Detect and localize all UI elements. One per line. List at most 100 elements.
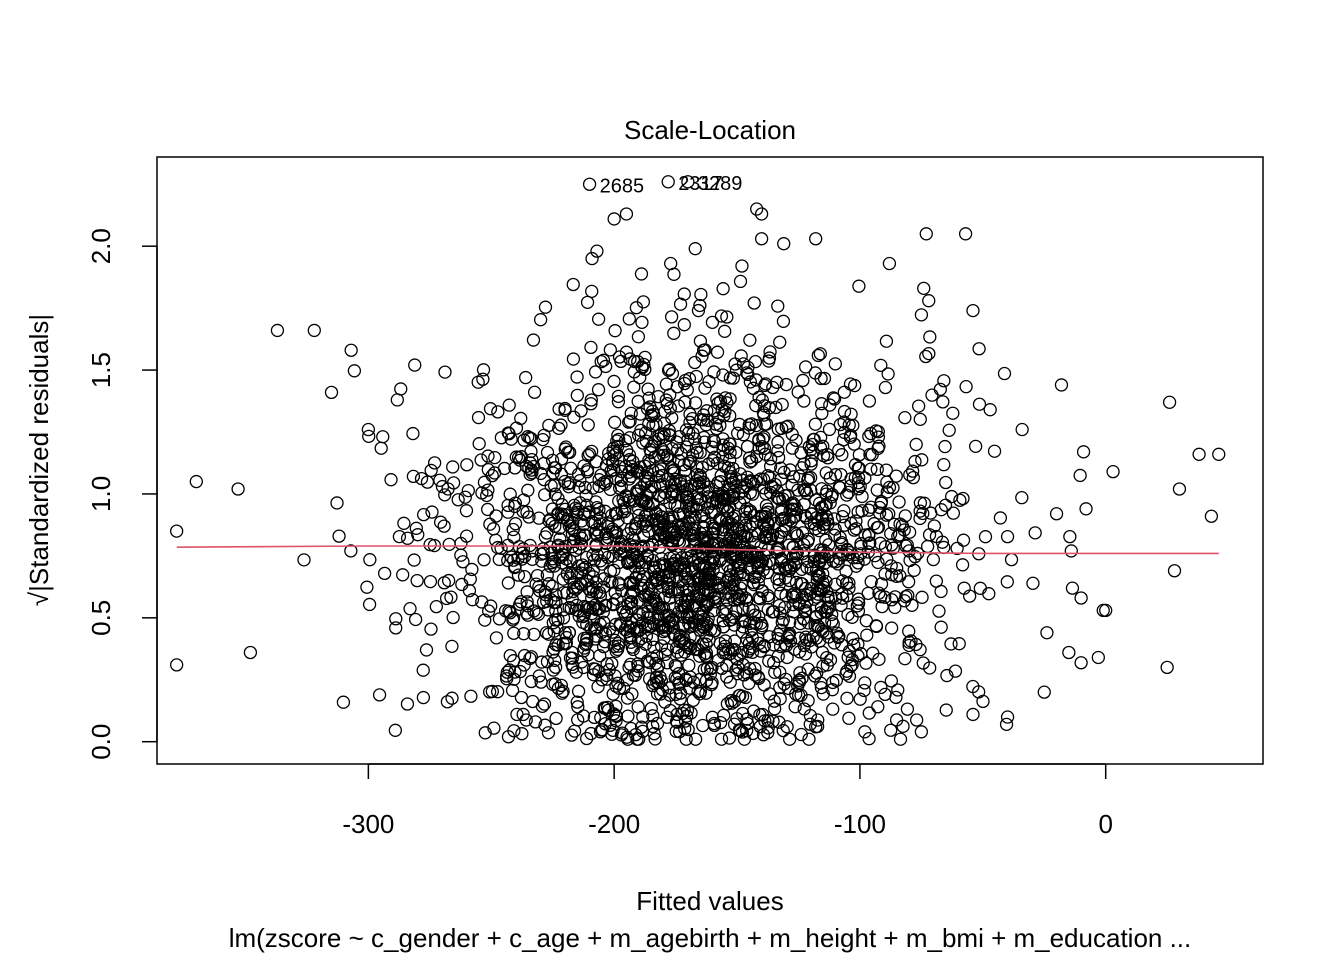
data-point [501, 730, 516, 744]
data-point [617, 496, 631, 510]
data-point [585, 515, 599, 529]
data-point [511, 602, 525, 616]
data-point [685, 411, 700, 426]
data-point [554, 678, 568, 693]
data-point [606, 723, 620, 737]
data-point [490, 685, 505, 699]
data-point [919, 227, 933, 241]
x-tick-label: -100 [834, 809, 886, 839]
data-point [743, 642, 757, 656]
data-point [1162, 395, 1177, 409]
data-point [519, 370, 533, 385]
data-point [674, 520, 689, 534]
data-point [723, 409, 737, 423]
data-point [771, 299, 785, 313]
data-point [683, 415, 697, 430]
data-point [749, 515, 763, 529]
data-point [634, 581, 648, 595]
data-point [423, 574, 438, 589]
data-point [631, 700, 645, 714]
data-point [645, 409, 659, 423]
data-point [762, 351, 777, 365]
data-point [913, 496, 928, 510]
data-point [678, 722, 692, 736]
data-point [743, 504, 758, 518]
data-point [761, 721, 775, 735]
data-point [747, 296, 761, 310]
data-point [879, 508, 894, 522]
data-point [822, 422, 837, 437]
data-point [835, 638, 849, 652]
data-point [578, 480, 592, 495]
data-point [680, 383, 694, 397]
data-point [562, 626, 576, 640]
data-point [797, 638, 811, 653]
data-point [601, 550, 615, 565]
data-point [628, 521, 642, 536]
data-point [819, 574, 833, 589]
data-point [669, 687, 683, 701]
data-point [929, 574, 943, 588]
data-point [561, 476, 575, 491]
data-point [564, 728, 579, 742]
data-point [755, 584, 770, 598]
data-point [702, 457, 716, 471]
data-point [850, 599, 864, 613]
data-point [693, 575, 708, 590]
data-point [684, 510, 698, 524]
data-point [772, 450, 786, 465]
data-point [437, 519, 451, 533]
data-point [679, 732, 693, 746]
data-point [804, 454, 818, 468]
data-point [565, 651, 579, 665]
data-point [465, 562, 479, 577]
data-point [773, 335, 787, 349]
data-point [681, 175, 695, 189]
data-point [554, 452, 569, 466]
data-point [610, 507, 624, 521]
data-point [903, 468, 917, 482]
data-point [606, 597, 620, 612]
data-point [642, 391, 656, 405]
data-point [959, 380, 973, 394]
data-point [809, 720, 823, 734]
data-point [590, 244, 604, 258]
data-point [732, 515, 746, 529]
data-point [602, 662, 616, 677]
data-point [663, 565, 677, 579]
data-point [478, 726, 492, 740]
data-point [721, 642, 736, 656]
data-point [777, 465, 791, 480]
chart-title: Scale-Location [624, 115, 796, 145]
data-point [775, 421, 789, 436]
data-point [673, 474, 688, 488]
data-point [589, 576, 603, 590]
data-point [948, 664, 963, 678]
data-point [588, 621, 603, 635]
data-point [917, 281, 931, 296]
data-point [776, 314, 791, 328]
data-point [696, 718, 710, 733]
data-point [619, 207, 634, 221]
data-point [486, 522, 501, 536]
data-point [816, 567, 830, 581]
data-point [631, 634, 646, 648]
data-point [609, 617, 623, 632]
data-point [231, 482, 245, 496]
data-point [660, 642, 675, 657]
data-point [576, 660, 591, 675]
data-point [972, 685, 986, 699]
data-point [740, 501, 754, 516]
data-point [363, 553, 377, 567]
data-point [1063, 529, 1077, 544]
data-point [575, 655, 589, 669]
data-point [740, 723, 754, 738]
data-point [864, 574, 878, 589]
data-point [889, 569, 904, 583]
data-point [658, 485, 672, 500]
data-point [718, 324, 732, 338]
data-point [711, 522, 725, 536]
data-point [624, 554, 638, 568]
data-point [619, 345, 634, 359]
data-point [570, 598, 584, 612]
